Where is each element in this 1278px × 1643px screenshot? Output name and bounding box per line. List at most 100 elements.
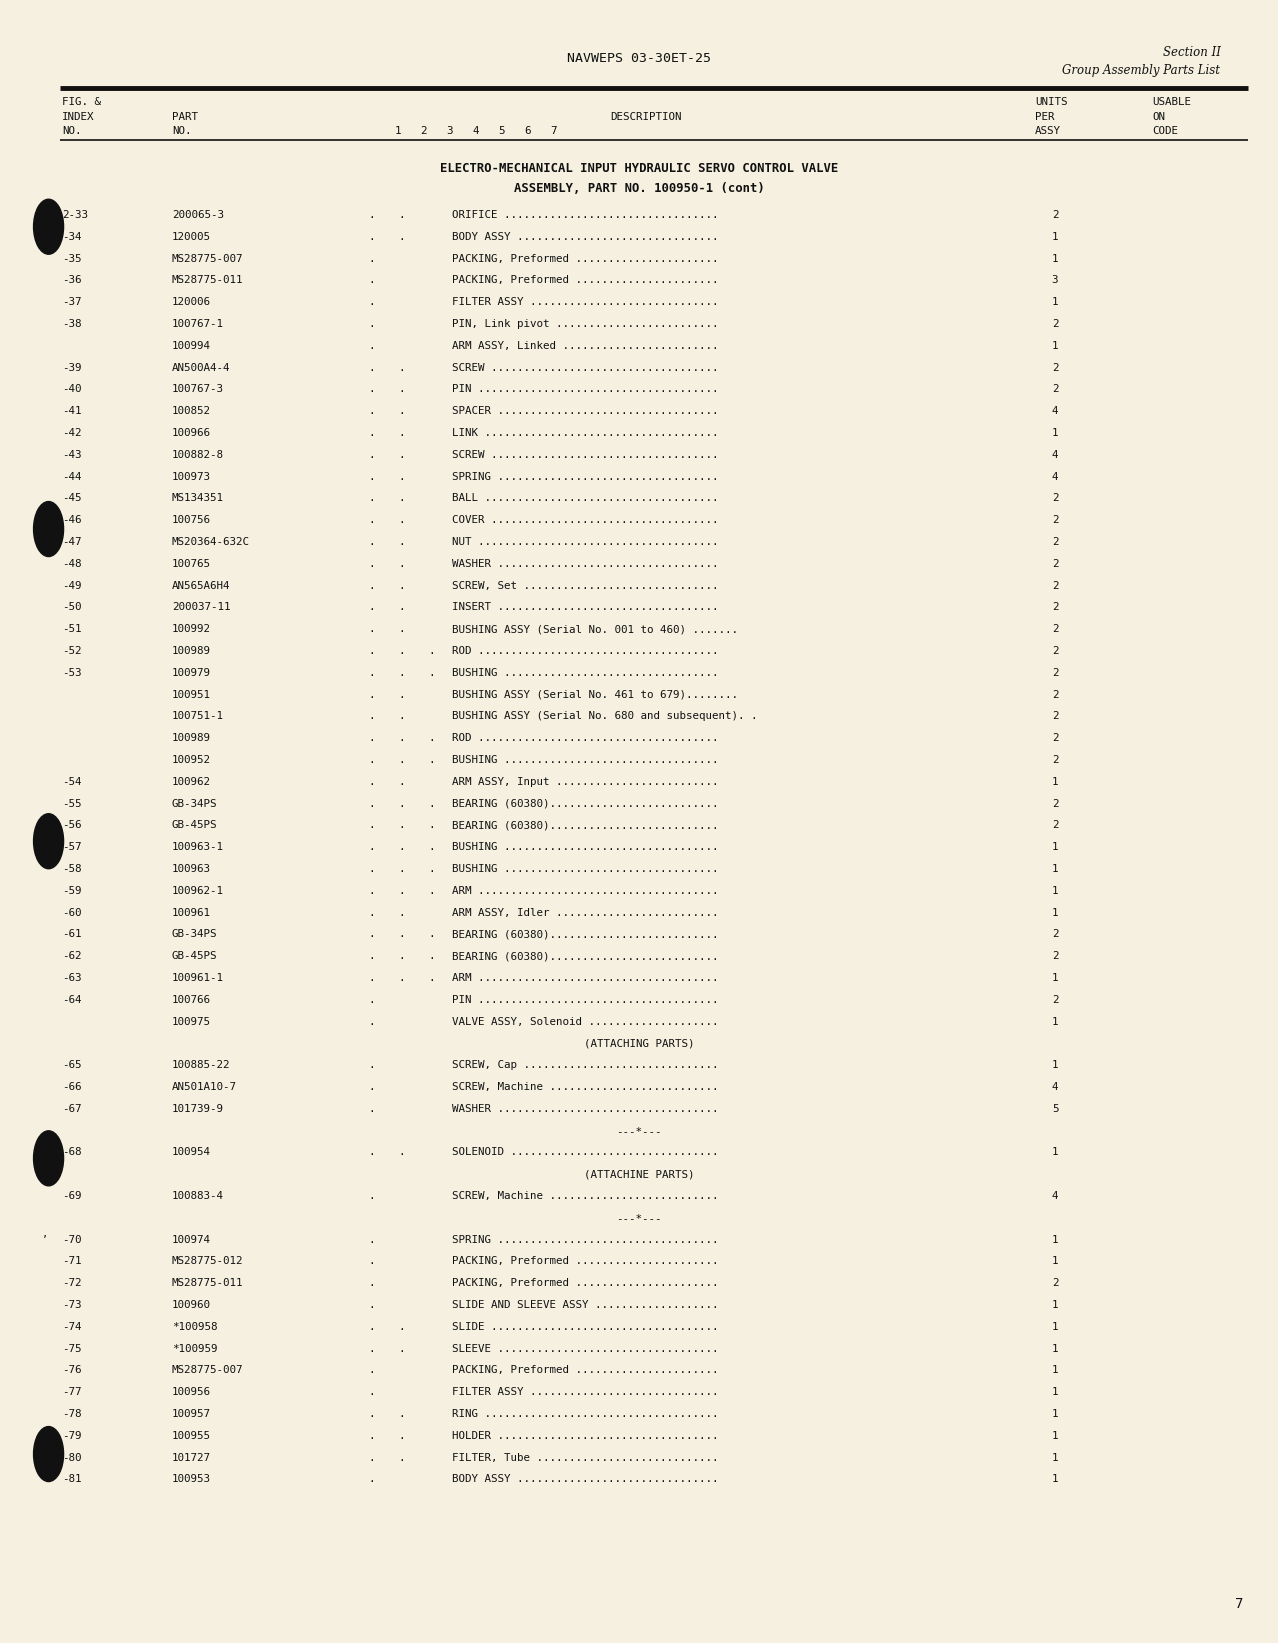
Text: .: .: [397, 820, 405, 830]
Text: 2: 2: [1052, 580, 1058, 590]
Text: 100962: 100962: [173, 777, 211, 787]
Text: .: .: [368, 493, 374, 503]
Text: 1: 1: [1052, 1387, 1058, 1397]
Text: -70: -70: [63, 1234, 82, 1245]
Text: .: .: [368, 406, 374, 416]
Text: SPRING ..................................: SPRING .................................…: [452, 472, 718, 481]
Text: -37: -37: [63, 297, 82, 307]
Text: .: .: [397, 624, 405, 634]
Text: MS28775-011: MS28775-011: [173, 1278, 244, 1288]
Text: .: .: [428, 930, 435, 940]
Text: .: .: [368, 340, 374, 352]
Text: 1: 1: [1052, 1060, 1058, 1070]
Text: 2: 2: [1052, 1278, 1058, 1288]
Text: AN565A6H4: AN565A6H4: [173, 580, 230, 590]
Text: .: .: [397, 210, 405, 220]
Text: .: .: [368, 1191, 374, 1201]
Text: 100882-8: 100882-8: [173, 450, 224, 460]
Text: .: .: [368, 646, 374, 656]
Text: -62: -62: [63, 951, 82, 961]
Text: BEARING (60380)..........................: BEARING (60380).........................…: [452, 798, 718, 808]
Text: CODE: CODE: [1151, 127, 1178, 136]
Text: ---*---: ---*---: [616, 1125, 662, 1135]
Text: .: .: [368, 1323, 374, 1332]
Text: 100974: 100974: [173, 1234, 211, 1245]
Ellipse shape: [33, 1426, 64, 1482]
Text: -73: -73: [63, 1300, 82, 1309]
Text: .: .: [428, 951, 435, 961]
Text: SCREW ...................................: SCREW ..................................…: [452, 450, 718, 460]
Text: 100960: 100960: [173, 1300, 211, 1309]
Text: ’: ’: [42, 1474, 47, 1484]
Text: FIG. &: FIG. &: [63, 97, 101, 107]
Text: 2: 2: [1052, 756, 1058, 766]
Text: -54: -54: [63, 777, 82, 787]
Text: .: .: [397, 798, 405, 808]
Text: -40: -40: [63, 384, 82, 394]
Text: USABLE: USABLE: [1151, 97, 1191, 107]
Text: .: .: [428, 864, 435, 874]
Text: 2: 2: [1052, 951, 1058, 961]
Text: .: .: [397, 1147, 405, 1157]
Text: 100951: 100951: [173, 690, 211, 700]
Text: .: .: [368, 864, 374, 874]
Text: .: .: [397, 580, 405, 590]
Text: -59: -59: [63, 886, 82, 895]
Text: 1: 1: [1052, 1017, 1058, 1027]
Text: .: .: [397, 516, 405, 526]
Text: SCREW, Machine ..........................: SCREW, Machine .........................…: [452, 1083, 718, 1093]
Text: .: .: [397, 973, 405, 983]
Text: -42: -42: [63, 427, 82, 439]
Text: 1: 1: [1052, 886, 1058, 895]
Text: UNITS: UNITS: [1035, 97, 1067, 107]
Text: .: .: [397, 603, 405, 613]
Text: MS28775-007: MS28775-007: [173, 253, 244, 263]
Text: 2: 2: [1052, 820, 1058, 830]
Ellipse shape: [33, 813, 64, 869]
Text: 1: 1: [1052, 1147, 1058, 1157]
Text: PACKING, Preformed ......................: PACKING, Preformed .....................…: [452, 1278, 718, 1288]
Text: -46: -46: [63, 516, 82, 526]
Text: .: .: [397, 1323, 405, 1332]
Text: .: .: [397, 777, 405, 787]
Text: -50: -50: [63, 603, 82, 613]
Text: -49: -49: [63, 580, 82, 590]
Text: 4: 4: [1052, 1083, 1058, 1093]
Text: .: .: [368, 733, 374, 743]
Text: PART: PART: [173, 112, 198, 122]
Text: PIN, Link pivot .........................: PIN, Link pivot ........................…: [452, 319, 718, 329]
Text: .: .: [368, 1300, 374, 1309]
Text: .: .: [397, 907, 405, 917]
Text: -66: -66: [63, 1083, 82, 1093]
Text: .: .: [397, 667, 405, 679]
Text: .: .: [368, 690, 374, 700]
Text: 4: 4: [1052, 406, 1058, 416]
Text: .: .: [397, 1410, 405, 1420]
Text: 1: 1: [1052, 340, 1058, 352]
Text: 101739-9: 101739-9: [173, 1104, 224, 1114]
Text: .: .: [368, 756, 374, 766]
Text: 5: 5: [1052, 1104, 1058, 1114]
Text: .: .: [428, 646, 435, 656]
Text: .: .: [397, 363, 405, 373]
Text: .: .: [397, 843, 405, 853]
Text: .: .: [428, 667, 435, 679]
Text: -45: -45: [63, 493, 82, 503]
Text: ARM .....................................: ARM ....................................…: [452, 886, 718, 895]
Text: .: .: [428, 733, 435, 743]
Text: .: .: [368, 951, 374, 961]
Text: 100975: 100975: [173, 1017, 211, 1027]
Text: NAVWEPS 03-30ET-25: NAVWEPS 03-30ET-25: [567, 53, 711, 66]
Text: WASHER ..................................: WASHER .................................…: [452, 1104, 718, 1114]
Text: 100963-1: 100963-1: [173, 843, 224, 853]
Text: .: .: [368, 559, 374, 568]
Text: .: .: [368, 472, 374, 481]
Text: 100767-1: 100767-1: [173, 319, 224, 329]
Text: .: .: [397, 951, 405, 961]
Text: .: .: [368, 232, 374, 242]
Text: 100955: 100955: [173, 1431, 211, 1441]
Text: -71: -71: [63, 1257, 82, 1267]
Text: 120005: 120005: [173, 232, 211, 242]
Text: SLEEVE ..................................: SLEEVE .................................…: [452, 1344, 718, 1354]
Text: .: .: [368, 450, 374, 460]
